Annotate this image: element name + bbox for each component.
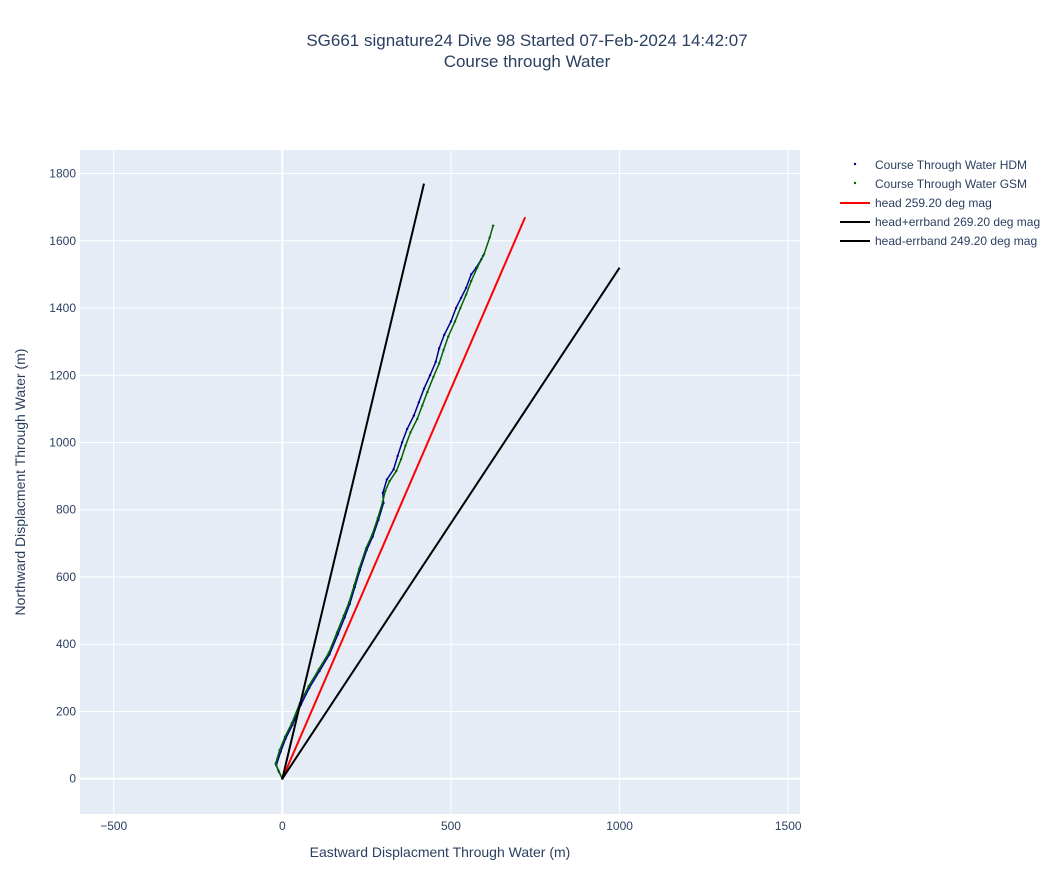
series-point-course-through-water-hdm <box>405 427 409 431</box>
series-line-head-259-20-deg-mag <box>281 216 527 780</box>
series-point-course-through-water-gsm <box>352 584 356 587</box>
series-point-course-through-water-hdm <box>412 414 416 417</box>
chart-title-line-1: SG661 signature24 Dive 98 Started 07-Feb… <box>306 31 747 50</box>
series-point-course-through-water-gsm <box>488 236 491 239</box>
tick-labels: −500 0 500 1000 1500 0 200 400 600 800 1000 1200 140… <box>49 167 802 833</box>
series-point-course-through-water-gsm <box>383 490 387 493</box>
series-point-course-through-water-gsm <box>335 631 339 634</box>
series-point-course-through-water-hdm <box>392 468 395 471</box>
x-tick-label: 1500 <box>775 819 802 833</box>
series-point-course-through-water-gsm <box>395 469 398 473</box>
series-point-course-through-water-hdm <box>464 286 468 290</box>
y-tick-label: 1400 <box>49 301 76 315</box>
series-point-course-through-water-gsm <box>347 600 351 604</box>
data-layer <box>274 183 621 780</box>
chart-title-line-2: Course through Water <box>444 52 611 71</box>
series-point-course-through-water-gsm <box>278 748 281 752</box>
legend-item[interactable]: head 259.20 deg mag <box>840 196 992 210</box>
y-tick-label: 0 <box>69 772 76 786</box>
x-tick-label: 1000 <box>606 819 633 833</box>
series-point-course-through-water-gsm <box>290 722 293 725</box>
legend-swatch-marker <box>853 162 857 166</box>
series-point-course-through-water-hdm <box>469 273 473 276</box>
series-point-course-through-water-gsm <box>459 306 462 310</box>
series-point-course-through-water-hdm <box>428 374 432 377</box>
x-tick-label: 500 <box>441 819 461 833</box>
series-point-course-through-water-gsm <box>476 266 479 269</box>
series-point-course-through-water-hdm <box>400 441 404 444</box>
series-point-course-through-water-gsm <box>399 458 403 461</box>
series-point-course-through-water-gsm <box>482 253 486 256</box>
series-point-course-through-water-hdm <box>381 491 385 495</box>
x-tick-label: −500 <box>100 819 127 833</box>
series-point-course-through-water-gsm <box>426 390 429 394</box>
series-point-course-through-water-hdm <box>443 333 446 337</box>
series-point-course-through-water-gsm <box>453 320 457 323</box>
legend-label: head 259.20 deg mag <box>875 196 992 210</box>
y-tick-label: 1000 <box>49 435 76 449</box>
legend[interactable]: Course Through Water HDM Course Through W… <box>840 158 1040 248</box>
series-point-course-through-water-hdm <box>459 296 463 300</box>
series-point-course-through-water-hdm <box>449 320 453 323</box>
series-point-course-through-water-gsm <box>447 335 450 338</box>
gridlines <box>80 150 800 814</box>
legend-item[interactable]: head-errband 249.20 deg mag <box>840 234 1037 248</box>
series-point-course-through-water-gsm <box>416 417 419 421</box>
legend-item[interactable]: Course Through Water HDM <box>853 158 1027 172</box>
y-tick-label: 1600 <box>49 234 76 248</box>
series-point-course-through-water-gsm <box>370 533 374 537</box>
series-point-course-through-water-gsm <box>327 651 331 654</box>
series-point-course-through-water-gsm <box>358 567 361 570</box>
series-point-course-through-water-gsm <box>491 224 495 227</box>
y-axis-title: Northward Displacment Through Water (m) <box>12 349 28 616</box>
series-point-course-through-water-gsm <box>283 735 287 738</box>
series-point-course-through-water-gsm <box>469 279 473 283</box>
series-point-course-through-water-gsm <box>277 769 280 772</box>
legend-item[interactable]: head+errband 269.20 deg mag <box>840 215 1040 229</box>
y-tick-label: 800 <box>56 503 76 517</box>
series-trace-course-through-water-hdm <box>275 255 484 780</box>
legend-item[interactable]: Course Through Water GSM <box>853 177 1027 191</box>
series-point-course-through-water-hdm <box>417 400 421 404</box>
series-point-course-through-water-gsm <box>442 348 445 352</box>
series-point-course-through-water-gsm <box>437 362 441 365</box>
series-point-course-through-water-gsm <box>364 547 368 550</box>
series-point-course-through-water-gsm <box>464 293 468 296</box>
series-point-course-through-water-hdm <box>454 306 458 310</box>
plot-area[interactable] <box>80 150 800 814</box>
series-line-head-errband-269-20-deg-mag <box>281 183 425 779</box>
x-axis-title: Eastward Displacment Through Water (m) <box>310 844 571 860</box>
series-point-course-through-water-gsm <box>421 404 424 407</box>
legend-label: Course Through Water GSM <box>875 177 1027 191</box>
series-point-course-through-water-hdm <box>396 454 399 458</box>
series-point-course-through-water-hdm <box>434 360 437 364</box>
series-point-course-through-water-hdm <box>422 387 426 390</box>
legend-swatch-marker <box>853 181 857 185</box>
series-point-course-through-water-gsm <box>274 762 277 765</box>
series-point-course-through-water-gsm <box>388 479 391 483</box>
series-point-course-through-water-gsm <box>317 668 320 671</box>
series-point-course-through-water-gsm <box>376 516 379 520</box>
y-tick-label: 200 <box>56 704 76 718</box>
series-point-course-through-water-gsm <box>432 375 435 379</box>
series-line-head-errband-249-20-deg-mag <box>281 267 621 780</box>
series-point-course-through-water-gsm <box>342 614 345 617</box>
series-point-course-through-water-gsm <box>307 685 310 688</box>
x-tick-label: 0 <box>279 819 286 833</box>
series-point-course-through-water-hdm <box>385 478 389 481</box>
series-point-course-through-water-hdm <box>437 347 441 350</box>
series-trace-course-through-water-gsm <box>274 225 494 780</box>
y-tick-label: 400 <box>56 637 76 651</box>
y-tick-label: 600 <box>56 570 76 584</box>
y-tick-label: 1800 <box>49 167 76 181</box>
series-point-course-through-water-gsm <box>409 431 412 434</box>
zero-lines <box>80 150 800 814</box>
legend-label: Course Through Water HDM <box>875 158 1027 172</box>
legend-label: head+errband 269.20 deg mag <box>875 215 1040 229</box>
series-point-course-through-water-gsm <box>381 500 385 503</box>
series-point-course-through-water-gsm <box>404 444 407 448</box>
y-tick-label: 1200 <box>49 368 76 382</box>
legend-label: head-errband 249.20 deg mag <box>875 234 1037 248</box>
